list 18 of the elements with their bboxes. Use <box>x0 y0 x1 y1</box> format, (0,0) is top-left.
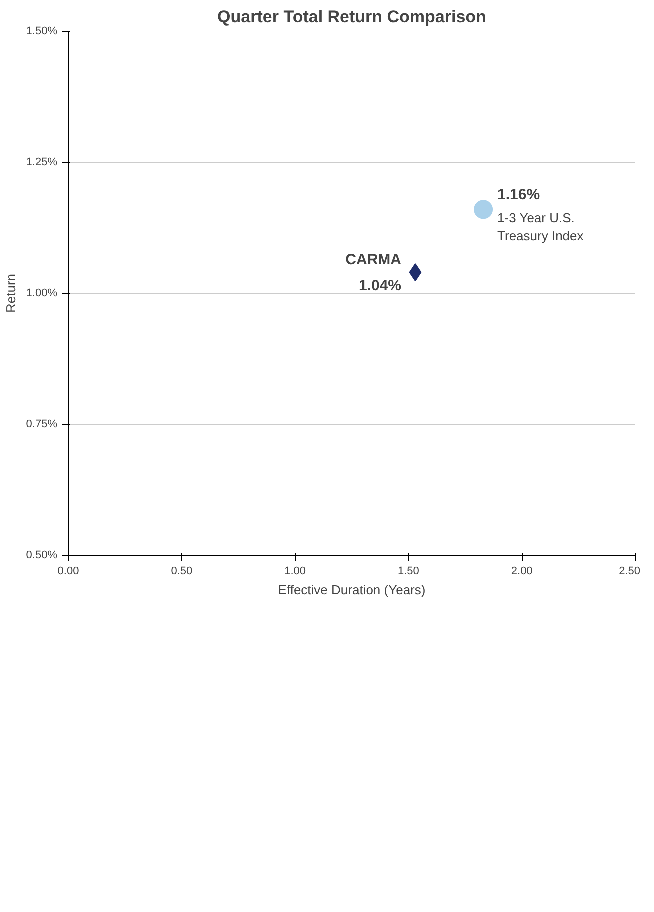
series-label: CARMA <box>346 252 402 269</box>
y-tick-label: 1.00% <box>26 288 58 300</box>
x-tick-label: 0.50 <box>171 566 193 578</box>
y-tick-label: 1.50% <box>26 26 58 38</box>
y-tick-label: 0.50% <box>26 550 58 562</box>
y-tick-label: 1.25% <box>26 156 58 168</box>
x-tick-label: 2.50 <box>619 566 641 578</box>
x-tick-label: 1.50 <box>398 566 420 578</box>
x-axis-title: Effective Duration (Years) <box>278 582 426 598</box>
chart-title: Quarter Total Return Comparison <box>218 8 486 26</box>
x-tick-label: 2.00 <box>511 566 533 578</box>
series-label: 1-3 Year U.S. Treasury Index <box>498 210 584 244</box>
data-label: 1.16% <box>498 186 540 204</box>
y-axis-title: Return <box>3 274 18 314</box>
x-tick-label: 1.00 <box>284 566 306 578</box>
x-tick-label: 0.00 <box>58 566 80 578</box>
y-tick-label: 0.75% <box>26 418 58 430</box>
data-label: 1.04% <box>358 278 402 295</box>
